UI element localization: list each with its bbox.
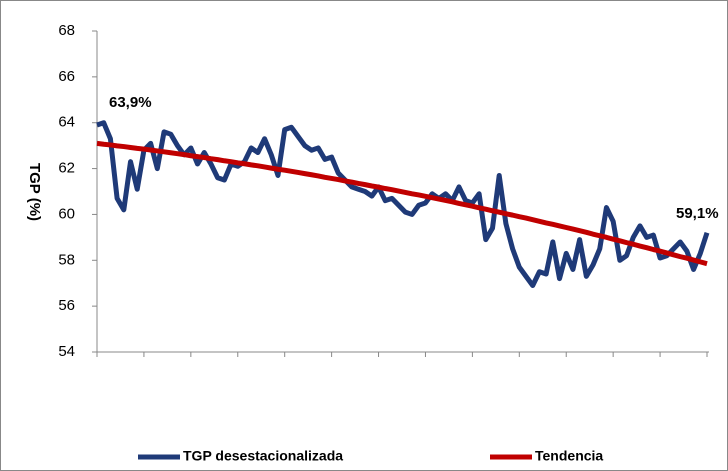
legend-label: TGP desestacionalizada [183, 448, 343, 464]
y-tick-label: 62 [58, 160, 75, 177]
y-tick-label: 60 [58, 205, 75, 222]
y-tick-label: 64 [58, 114, 75, 131]
series-line [96, 140, 708, 267]
y-axis-label: TGP (%) [26, 163, 43, 221]
y-tick-label: 66 [58, 68, 75, 85]
y-tick-label: 54 [58, 343, 75, 360]
annotation: 59,1% [676, 205, 719, 222]
annotation: 63,9% [109, 94, 152, 111]
y-tick-label: 58 [58, 251, 75, 268]
y-tick-label: 56 [58, 297, 75, 314]
series-line [96, 120, 710, 289]
legend-label: Tendencia [535, 448, 603, 464]
y-tick-label: 68 [58, 22, 75, 39]
